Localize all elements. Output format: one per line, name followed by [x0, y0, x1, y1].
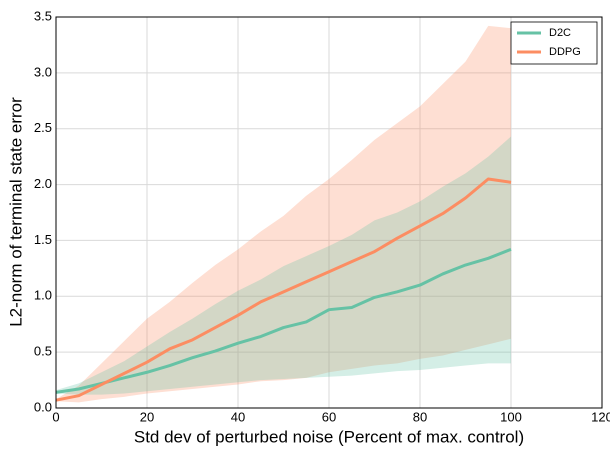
y-tick-label: 3.5 [34, 8, 52, 23]
y-tick-label: 3.0 [34, 64, 52, 79]
confidence-band [56, 25, 511, 403]
plot-frame [55, 16, 603, 409]
legend-box [510, 21, 598, 65]
legend-label: D2C [549, 27, 571, 39]
y-tick-label: 2.5 [34, 120, 52, 135]
x-tick-label: 60 [322, 409, 336, 424]
y-tick-label: 1.5 [34, 232, 52, 247]
x-tick-label: 40 [231, 409, 245, 424]
line [55, 177, 512, 402]
legend-label: DDPG [549, 46, 581, 58]
x-tick-label: 20 [140, 409, 154, 424]
legend: D2C DDPG [510, 21, 598, 65]
x-tick-label: 0 [52, 409, 59, 424]
y-tick-label: 1.0 [34, 288, 52, 303]
y-axis-title: L2-norm of terminal state error [6, 97, 25, 327]
x-tick-label: 100 [500, 409, 522, 424]
y-tick-label: 0.5 [34, 344, 52, 359]
x-tick-label: 120 [591, 409, 610, 424]
y-tick-label: 0.0 [34, 399, 52, 414]
x-axis-title: Std dev of perturbed noise (Percent of m… [134, 427, 524, 446]
y-tick-label: 2.0 [34, 176, 52, 191]
grid [55, 16, 603, 409]
confidence-band [56, 136, 511, 395]
x-tick-label: 80 [413, 409, 427, 424]
line [55, 247, 512, 394]
